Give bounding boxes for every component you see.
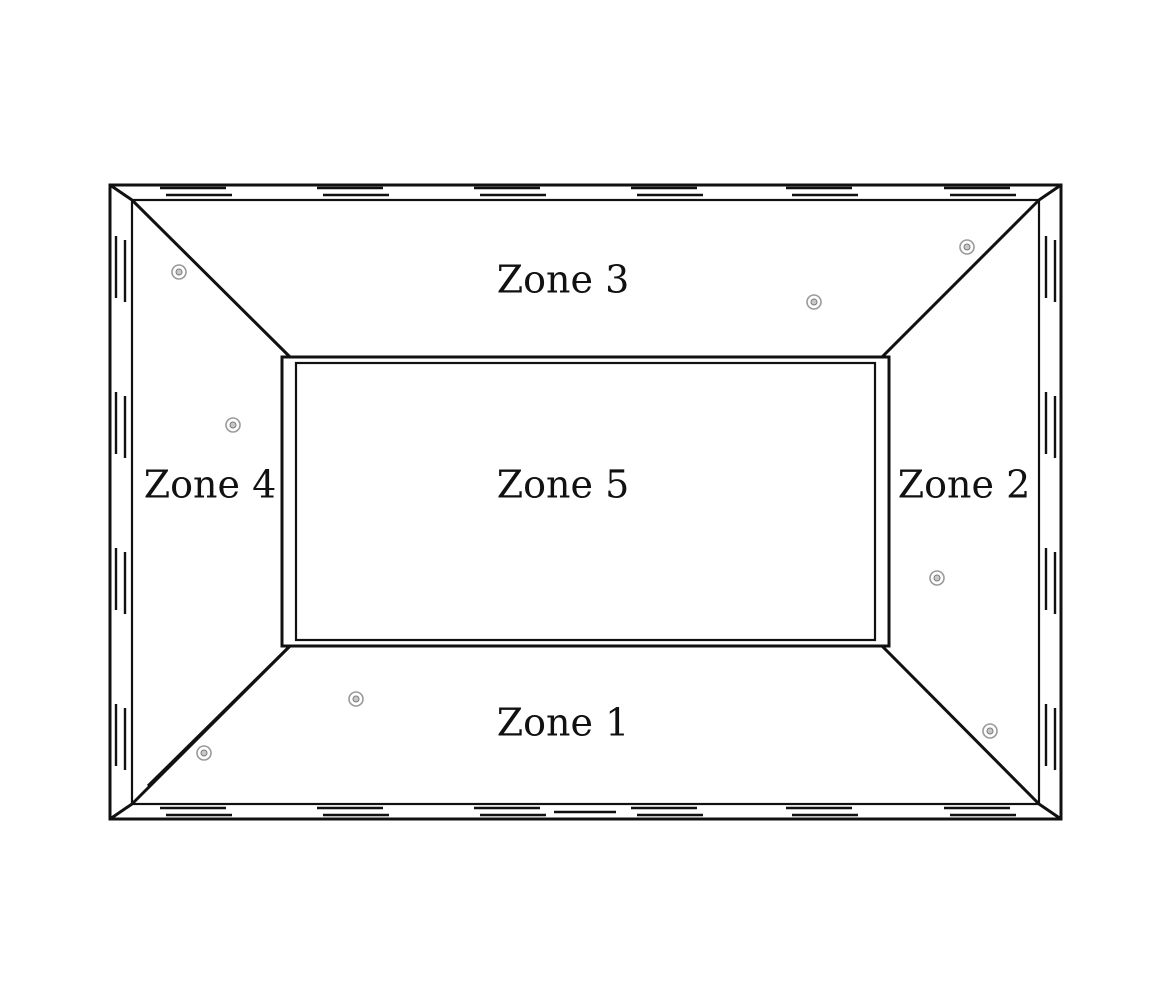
zone-2-label: Zone 2 — [898, 463, 1031, 507]
zone-3-label: Zone 3 — [497, 258, 630, 302]
diagonal-lines — [109, 183, 1062, 821]
screw-icon — [959, 239, 975, 255]
screw-icon — [196, 745, 212, 761]
outer-frame — [108, 183, 1063, 821]
zone-1-label: Zone 1 — [497, 701, 630, 745]
zone-4-label: Zone 4 — [144, 463, 277, 507]
screw-icon — [806, 294, 822, 310]
frame-seam-marks — [114, 186, 1057, 817]
screw-icon — [225, 417, 241, 433]
screw-icon — [982, 723, 998, 739]
screw-icon — [171, 264, 187, 280]
zone-5-label: Zone 5 — [497, 463, 630, 507]
fasteners — [171, 239, 998, 761]
screw-icon — [929, 570, 945, 586]
inner-panel-frame — [280, 355, 891, 648]
screw-icon — [348, 691, 364, 707]
